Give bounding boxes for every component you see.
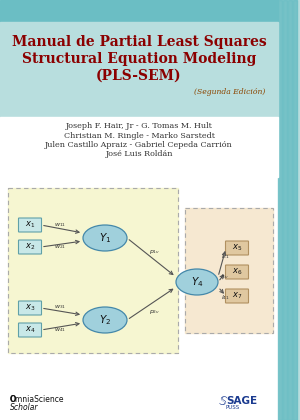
FancyBboxPatch shape bbox=[19, 240, 41, 254]
Text: Scholar: Scholar bbox=[10, 403, 38, 412]
Text: Julen Castillo Apraiz - Gabriel Cepeda Carrión: Julen Castillo Apraiz - Gabriel Cepeda C… bbox=[45, 141, 233, 149]
Text: PUSS: PUSS bbox=[226, 405, 240, 410]
Text: O: O bbox=[10, 395, 16, 404]
Text: $l_{3v}$: $l_{3v}$ bbox=[220, 273, 230, 281]
Ellipse shape bbox=[83, 225, 127, 251]
Bar bbox=[185, 208, 273, 333]
Bar bbox=[293, 0, 297, 420]
Text: $x_2$: $x_2$ bbox=[25, 242, 35, 252]
Text: $Y_2$: $Y_2$ bbox=[99, 313, 111, 327]
Bar bbox=[278, 0, 282, 420]
Text: Joseph F. Hair, Jr - G. Tomas M. Hult: Joseph F. Hair, Jr - G. Tomas M. Hult bbox=[66, 122, 212, 130]
Text: (Segunda Edición): (Segunda Edición) bbox=[194, 88, 265, 96]
Text: $\mathbb{S}$: $\mathbb{S}$ bbox=[218, 395, 228, 408]
Text: $x_1$: $x_1$ bbox=[25, 220, 35, 230]
Ellipse shape bbox=[176, 269, 218, 295]
Text: $p_{2v}$: $p_{2v}$ bbox=[149, 307, 160, 315]
Bar bbox=[0, 0, 278, 22]
Text: $l_{41}$: $l_{41}$ bbox=[220, 293, 230, 302]
Text: $x_6$: $x_6$ bbox=[232, 267, 242, 277]
Text: $w_{31}$: $w_{31}$ bbox=[54, 304, 66, 312]
Text: $p_{1v}$: $p_{1v}$ bbox=[149, 247, 160, 255]
FancyBboxPatch shape bbox=[19, 301, 41, 315]
Text: $w_{41}$: $w_{41}$ bbox=[54, 327, 66, 334]
Text: $l_{31}$: $l_{31}$ bbox=[220, 252, 230, 261]
FancyBboxPatch shape bbox=[226, 289, 248, 303]
Text: $w_{11}$: $w_{11}$ bbox=[54, 221, 66, 229]
FancyBboxPatch shape bbox=[226, 265, 248, 279]
Ellipse shape bbox=[83, 307, 127, 333]
Bar bbox=[288, 0, 292, 420]
Text: $x_7$: $x_7$ bbox=[232, 291, 242, 301]
Text: Christian M. Ringle - Marko Sarstedt: Christian M. Ringle - Marko Sarstedt bbox=[64, 131, 214, 139]
Text: $Y_1$: $Y_1$ bbox=[99, 231, 111, 245]
Text: $x_5$: $x_5$ bbox=[232, 243, 242, 253]
Text: $w_{21}$: $w_{21}$ bbox=[54, 243, 66, 251]
Text: $x_3$: $x_3$ bbox=[25, 303, 35, 313]
Bar bbox=[8, 188, 178, 353]
Text: $x_4$: $x_4$ bbox=[25, 325, 35, 335]
Text: José Luis Roldán: José Luis Roldán bbox=[105, 150, 173, 158]
Bar bbox=[0, 117, 278, 177]
FancyBboxPatch shape bbox=[226, 241, 248, 255]
FancyBboxPatch shape bbox=[19, 218, 41, 232]
Bar bbox=[8, 188, 178, 353]
Bar bbox=[283, 0, 287, 420]
Text: OmniaScience: OmniaScience bbox=[10, 395, 64, 404]
Bar bbox=[0, 22, 278, 117]
FancyBboxPatch shape bbox=[19, 323, 41, 337]
Bar bbox=[185, 208, 273, 333]
Text: Manual de Partial Least Squares: Manual de Partial Least Squares bbox=[12, 35, 266, 49]
Text: Structural Equation Modeling: Structural Equation Modeling bbox=[22, 52, 256, 66]
Text: SAGE: SAGE bbox=[226, 396, 257, 406]
Text: $Y_4$: $Y_4$ bbox=[191, 275, 203, 289]
Text: (PLS-SEM): (PLS-SEM) bbox=[96, 69, 182, 83]
